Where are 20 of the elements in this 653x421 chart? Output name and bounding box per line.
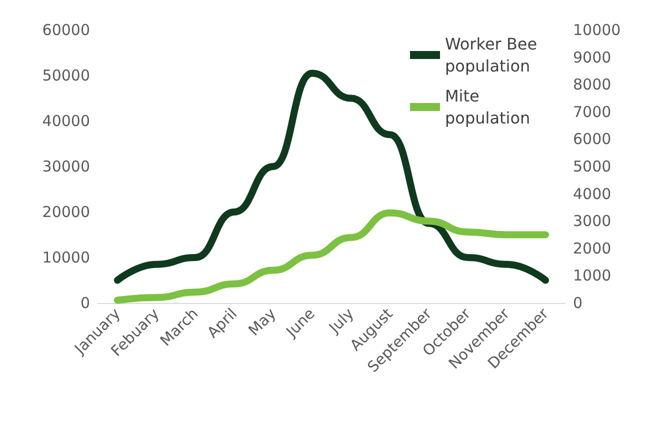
y-tick-label: 50000 (42, 66, 90, 84)
y-tick-label: 60000 (42, 21, 90, 39)
y2-tick-label: 6000 (573, 130, 612, 148)
y2-tick-label: 4000 (573, 184, 612, 203)
y2-tick-label: 1000 (573, 266, 612, 285)
y-tick-label: 10000 (42, 248, 90, 266)
y2-tick-label: 7000 (573, 102, 612, 121)
y2-tick-label: 9000 (573, 48, 612, 66)
y2-tick-label: 8000 (573, 76, 612, 94)
y2-tick-label: 5000 (573, 158, 612, 176)
y2-tick-label: 0 (573, 294, 583, 312)
y-tick-label: 30000 (42, 158, 90, 176)
y-tick-label: 40000 (42, 112, 90, 130)
legend-label: Worker Bee population (445, 34, 542, 76)
y2-tick-label: 3000 (573, 212, 612, 230)
y2-tick-label: 10000 (573, 21, 621, 39)
y2-tick-label: 2000 (573, 239, 612, 258)
y-tick-label: 0 (80, 294, 90, 312)
y-tick-label: 20000 (42, 203, 90, 221)
legend-label: Mite population (445, 86, 530, 128)
